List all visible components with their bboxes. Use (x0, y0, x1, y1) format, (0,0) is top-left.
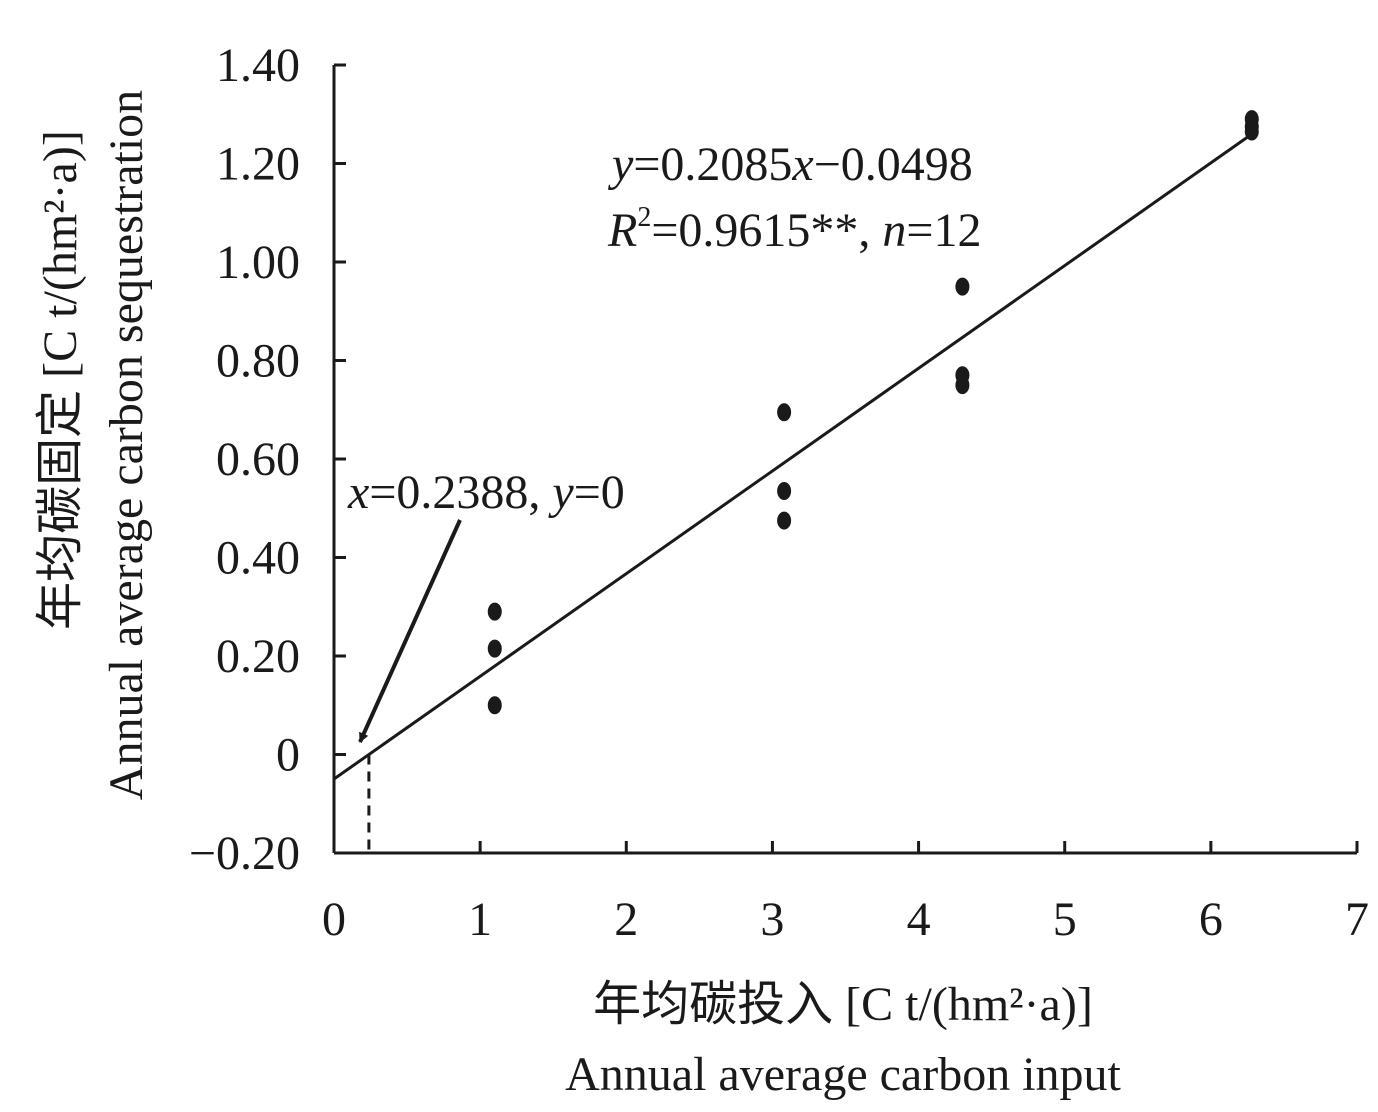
data-point (487, 602, 502, 621)
anno-y-var: y (547, 466, 574, 519)
eq-y-var: y (607, 138, 634, 191)
data-point (1244, 122, 1259, 141)
stat-r-val: =0.9615**, (651, 204, 882, 257)
stat-n-var: n (882, 204, 906, 257)
data-point (955, 376, 970, 395)
eq-rhs2: −0.0498 (814, 138, 973, 191)
y-axis-title-en: Annual average carbon sequestration (100, 90, 153, 800)
y-tick-label: 1.20 (216, 138, 300, 191)
data-points (487, 110, 1259, 715)
x-tick-label: 3 (760, 893, 784, 946)
y-tick-label: 1.00 (216, 236, 300, 289)
x-tick-label: 1 (468, 893, 492, 946)
data-point (487, 696, 502, 715)
y-tick-label: 0 (276, 729, 300, 782)
stat-r-sup: 2 (637, 202, 651, 233)
regression-equation: y=0.2085x−0.0498 (607, 138, 973, 191)
anno-x-val: =0.2388, (369, 466, 552, 519)
data-point (777, 511, 792, 530)
data-point (777, 482, 792, 501)
y-tick-label: 0.60 (216, 433, 300, 486)
x-ticks: 0 1 2 3 4 5 6 7 (322, 841, 1369, 946)
y-axis-title-cn: 年均碳固定 [C t/(hm²·a)] (34, 130, 87, 630)
intercept-annotation: x=0.2388, y=0 (347, 466, 625, 519)
eq-x-var: x (791, 138, 813, 191)
x-tick-label: 6 (1199, 893, 1223, 946)
y-ticks: −0.20 0 0.20 0.40 0.60 0.80 1.00 1.20 1.40 (189, 39, 346, 880)
x-tick-label: 5 (1053, 893, 1077, 946)
x-axis-title-cn: 年均碳投入 [C t/(hm²·a)] (593, 978, 1093, 1031)
stat-n-val: =12 (906, 204, 981, 257)
data-point (777, 403, 792, 422)
data-point (487, 639, 502, 658)
anno-y-val: =0 (574, 466, 625, 519)
y-tick-label: 0.20 (216, 630, 300, 683)
anno-x-var: x (347, 466, 369, 519)
y-tick-label: −0.20 (189, 827, 300, 880)
x-tick-label: 4 (907, 893, 931, 946)
x-tick-label: 0 (322, 893, 346, 946)
y-tick-label: 0.80 (216, 335, 300, 388)
x-tick-label: 2 (614, 893, 638, 946)
x-axis-title-en: Annual average carbon input (565, 1048, 1121, 1101)
y-tick-label: 1.40 (216, 39, 300, 92)
annotation-arrow (358, 519, 462, 743)
stat-r-var: R (607, 204, 637, 257)
eq-rhs: =0.2085 (633, 138, 792, 191)
regression-stats: R2=0.9615**, n=12 (607, 202, 981, 257)
y-tick-label: 0.40 (216, 532, 300, 585)
data-point (955, 277, 970, 296)
x-tick-label: 7 (1345, 893, 1369, 946)
regression-line (333, 132, 1253, 781)
